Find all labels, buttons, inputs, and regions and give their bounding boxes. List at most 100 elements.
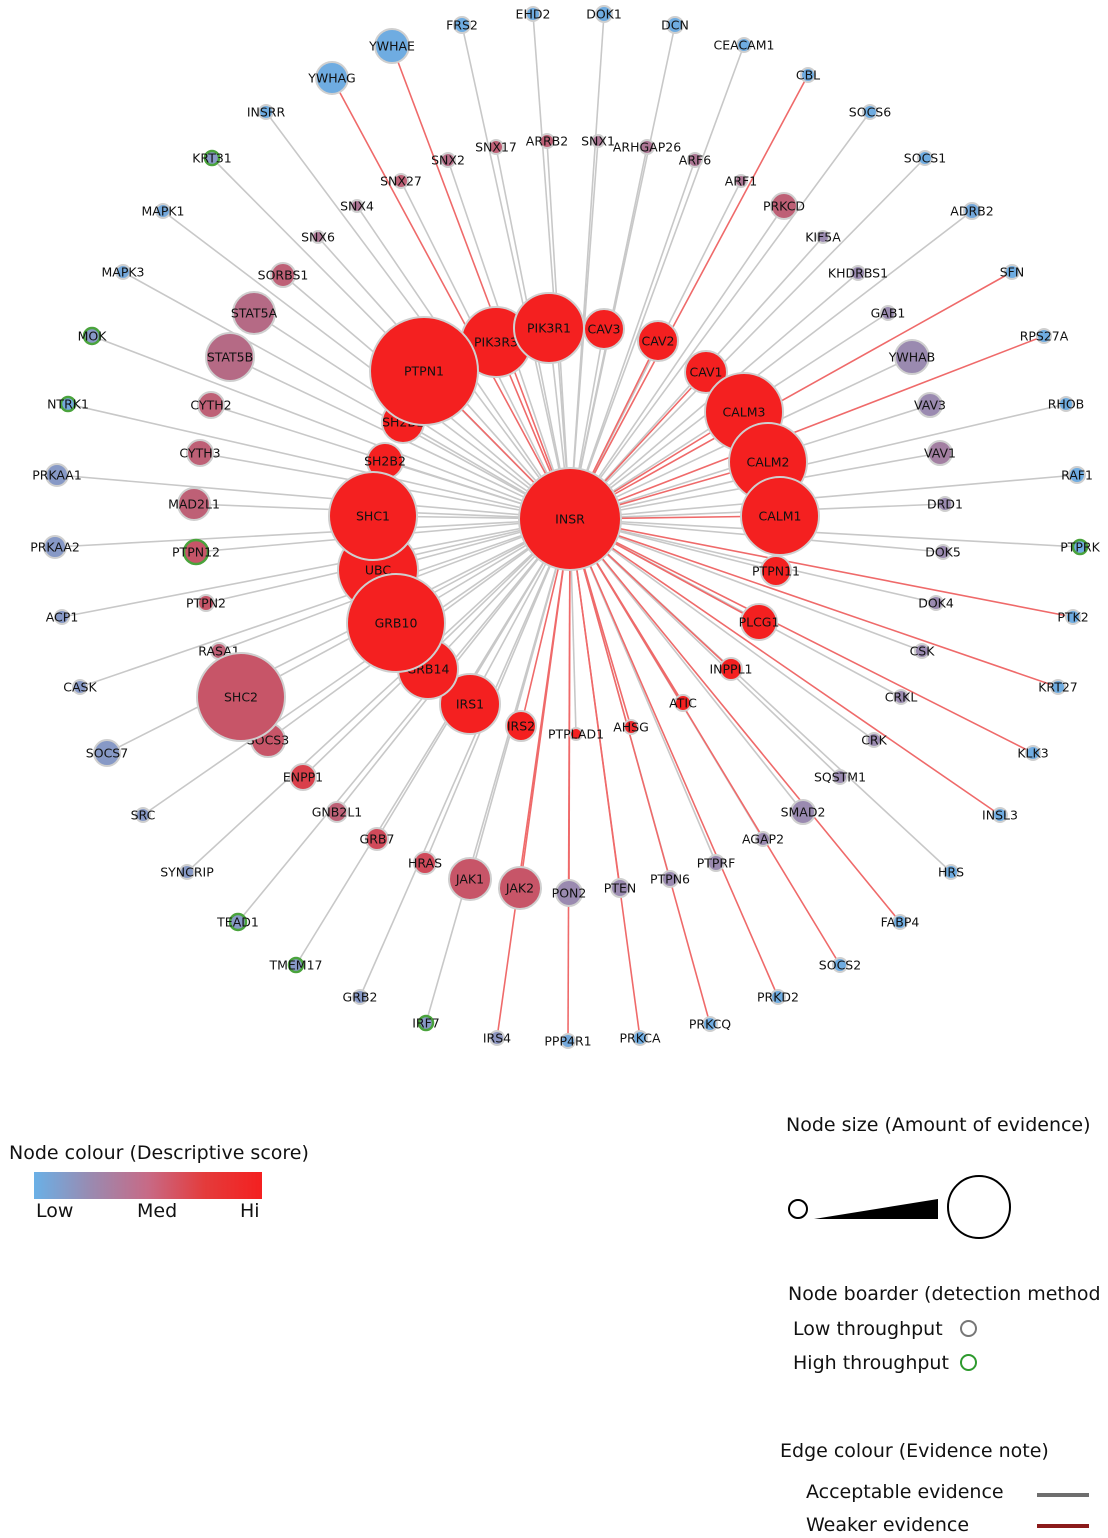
node-klk3[interactable]: KLK3 [1017,745,1049,761]
node-plcg1[interactable]: PLCG1 [739,603,780,641]
node-acp1[interactable]: ACP1 [46,609,79,625]
node-ceacam1[interactable]: CEACAM1 [714,37,775,53]
node-mad2l1[interactable]: MAD2L1 [168,487,220,521]
node-frs2[interactable]: FRS2 [446,16,478,34]
node-cav2[interactable]: CAV2 [637,320,679,362]
node-cyth2[interactable]: CYTH2 [190,391,232,419]
node-grb2[interactable]: GRB2 [343,989,378,1005]
node-snx4[interactable]: SNX4 [340,199,374,214]
node-syncrip[interactable]: SYNCRIP [160,864,214,880]
node-snx2[interactable]: SNX2 [431,152,465,168]
node-vav3[interactable]: VAV3 [914,392,946,418]
node-socs7[interactable]: SOCS7 [86,739,128,767]
node-sorbs1[interactable]: SORBS1 [258,262,309,288]
node-ehd2[interactable]: EHD2 [516,6,551,22]
node-ptpn12[interactable]: PTPN12 [172,538,220,566]
node-enpp1[interactable]: ENPP1 [283,763,323,791]
node-khdrbs1[interactable]: KHDRBS1 [828,265,888,281]
node-agap2[interactable]: AGAP2 [742,831,784,847]
node-irf7[interactable]: IRF7 [412,1014,440,1032]
node-ptpn11[interactable]: PTPN11 [752,555,800,587]
node-arf6[interactable]: ARF6 [679,152,711,168]
node-shc2[interactable]: SHC2 [196,652,286,742]
node-gnb2l1[interactable]: GNB2L1 [312,801,362,823]
node-ptprk[interactable]: PTPRK [1060,538,1101,556]
node-pten[interactable]: PTEN [604,878,636,898]
node-cyth3[interactable]: CYTH3 [179,439,221,467]
node-fabp4[interactable]: FABP4 [881,914,920,930]
node-irs2[interactable]: IRS2 [505,710,537,742]
node-hras[interactable]: HRAS [408,851,442,875]
node-pik3r1[interactable]: PIK3R1 [513,292,585,364]
node-adrb2[interactable]: ADRB2 [950,202,994,220]
node-prkcd[interactable]: PRKCD [763,192,805,220]
node-snx17[interactable]: SNX17 [475,139,517,155]
node-csk[interactable]: CSK [910,643,936,659]
node-snx27[interactable]: SNX27 [380,173,422,189]
node-snx6[interactable]: SNX6 [301,230,335,245]
node-cbl[interactable]: CBL [796,67,820,83]
node-prkaa1[interactable]: PRKAA1 [32,463,82,487]
node-socs1[interactable]: SOCS1 [904,150,946,166]
node-irs1[interactable]: IRS1 [439,673,501,735]
node-sfn[interactable]: SFN [1000,264,1024,280]
node-cask[interactable]: CASK [63,679,98,695]
node-dok1[interactable]: DOK1 [586,5,622,23]
node-dcn[interactable]: DCN [661,16,689,34]
node-insrr[interactable]: INSRR [247,104,286,120]
node-pon2[interactable]: PON2 [552,879,587,907]
node-krt31[interactable]: KRT31 [192,149,232,167]
node-ptplad1[interactable]: PTPLAD1 [548,727,604,742]
node-atic[interactable]: ATIC [669,694,697,712]
node-src[interactable]: SRC [131,807,156,823]
node-arrb2[interactable]: ARRB2 [526,133,568,149]
node-prkd2[interactable]: PRKD2 [757,989,799,1005]
node-sh2b2[interactable]: SH2B2 [364,442,406,480]
node-ywhae[interactable]: YWHAE [368,28,415,64]
node-stat5a[interactable]: STAT5A [231,291,278,335]
node-sqstm1[interactable]: SQSTM1 [814,769,866,785]
node-tmem17[interactable]: TMEM17 [268,956,323,974]
node-irs4[interactable]: IRS4 [483,1030,511,1046]
node-socs6[interactable]: SOCS6 [849,104,891,120]
node-ptk2[interactable]: PTK2 [1057,609,1089,625]
node-kif5a[interactable]: KIF5A [805,230,841,245]
node-rps27a[interactable]: RPS27A [1020,328,1069,344]
node-prkca[interactable]: PRKCA [619,1030,661,1046]
node-ppp4r1[interactable]: PPP4R1 [544,1033,592,1049]
node-insl3[interactable]: INSL3 [982,807,1018,823]
node-ptpn1[interactable]: PTPN1 [369,316,479,426]
node-gab1[interactable]: GAB1 [871,305,906,321]
node-drd1[interactable]: DRD1 [927,496,963,512]
node-prkaa2[interactable]: PRKAA2 [30,535,80,559]
node-mapk1[interactable]: MAPK1 [141,203,185,219]
node-krt27[interactable]: KRT27 [1038,679,1078,695]
node-jak1[interactable]: JAK1 [448,857,492,901]
node-rhob[interactable]: RHOB [1048,396,1085,412]
node-ywhag[interactable]: YWHAG [307,61,356,95]
node-mapk3[interactable]: MAPK3 [101,264,145,280]
node-ptprf[interactable]: PTPRF [697,854,736,872]
node-grb7[interactable]: GRB7 [360,827,395,851]
node-ahsg[interactable]: AHSG [613,719,649,735]
node-calm1[interactable]: CALM1 [740,476,820,556]
node-grb10[interactable]: GRB10 [346,573,446,673]
node-arf1[interactable]: ARF1 [725,174,757,189]
node-dok5[interactable]: DOK5 [925,544,961,560]
node-cav1[interactable]: CAV1 [684,350,728,394]
node-inppl1[interactable]: INPPL1 [709,657,753,681]
node-prkcq[interactable]: PRKCQ [689,1016,731,1032]
node-mok[interactable]: MOK [78,326,108,346]
node-arhgap26[interactable]: ARHGAP26 [613,139,681,155]
node-cav3[interactable]: CAV3 [583,308,625,350]
node-smad2[interactable]: SMAD2 [781,799,826,825]
node-ywhab[interactable]: YWHAB [888,339,936,375]
node-raf1[interactable]: RAF1 [1061,466,1093,484]
node-shc1[interactable]: SHC1 [328,471,418,561]
node-ptpn2[interactable]: PTPN2 [186,594,226,612]
node-tead1[interactable]: TEAD1 [216,912,259,932]
node-socs2[interactable]: SOCS2 [819,957,861,973]
node-vav1[interactable]: VAV1 [924,440,956,466]
node-insr[interactable]: INSR [518,467,622,571]
node-crkl[interactable]: CRKL [885,689,918,705]
